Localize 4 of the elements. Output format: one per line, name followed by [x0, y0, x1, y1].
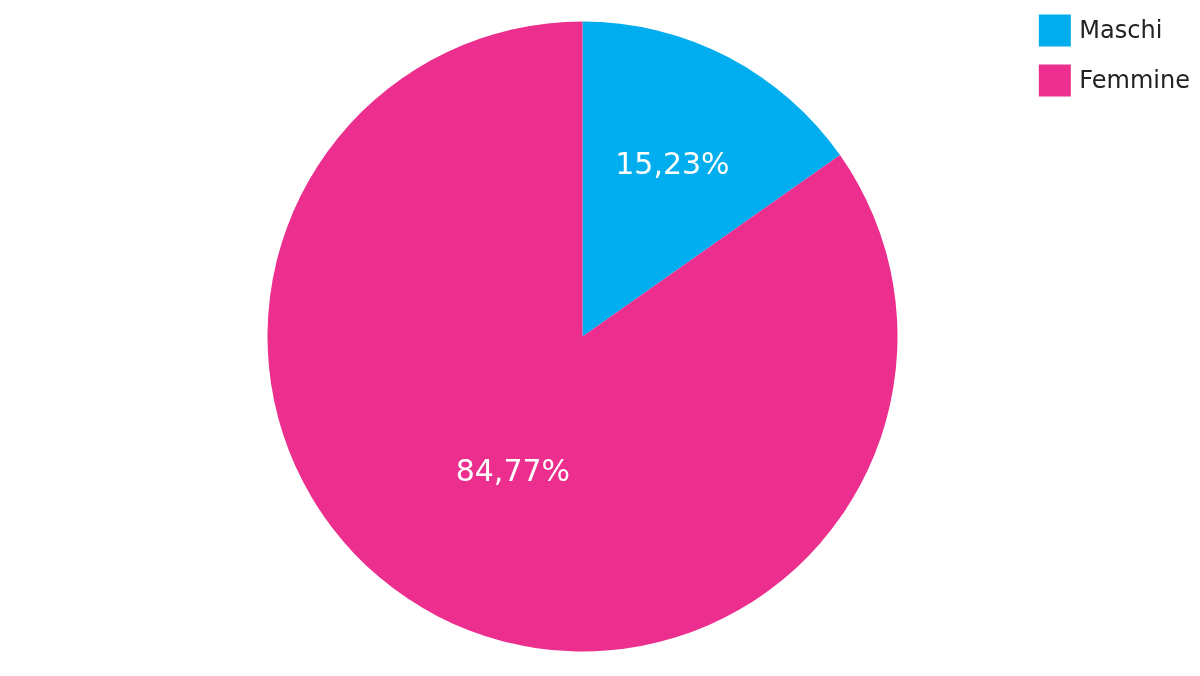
- legend-label: Maschi: [1079, 16, 1163, 44]
- data-label: 84,77%: [455, 453, 571, 489]
- data-label: 15,23%: [615, 145, 730, 181]
- legend-label: Femmine: [1079, 66, 1190, 94]
